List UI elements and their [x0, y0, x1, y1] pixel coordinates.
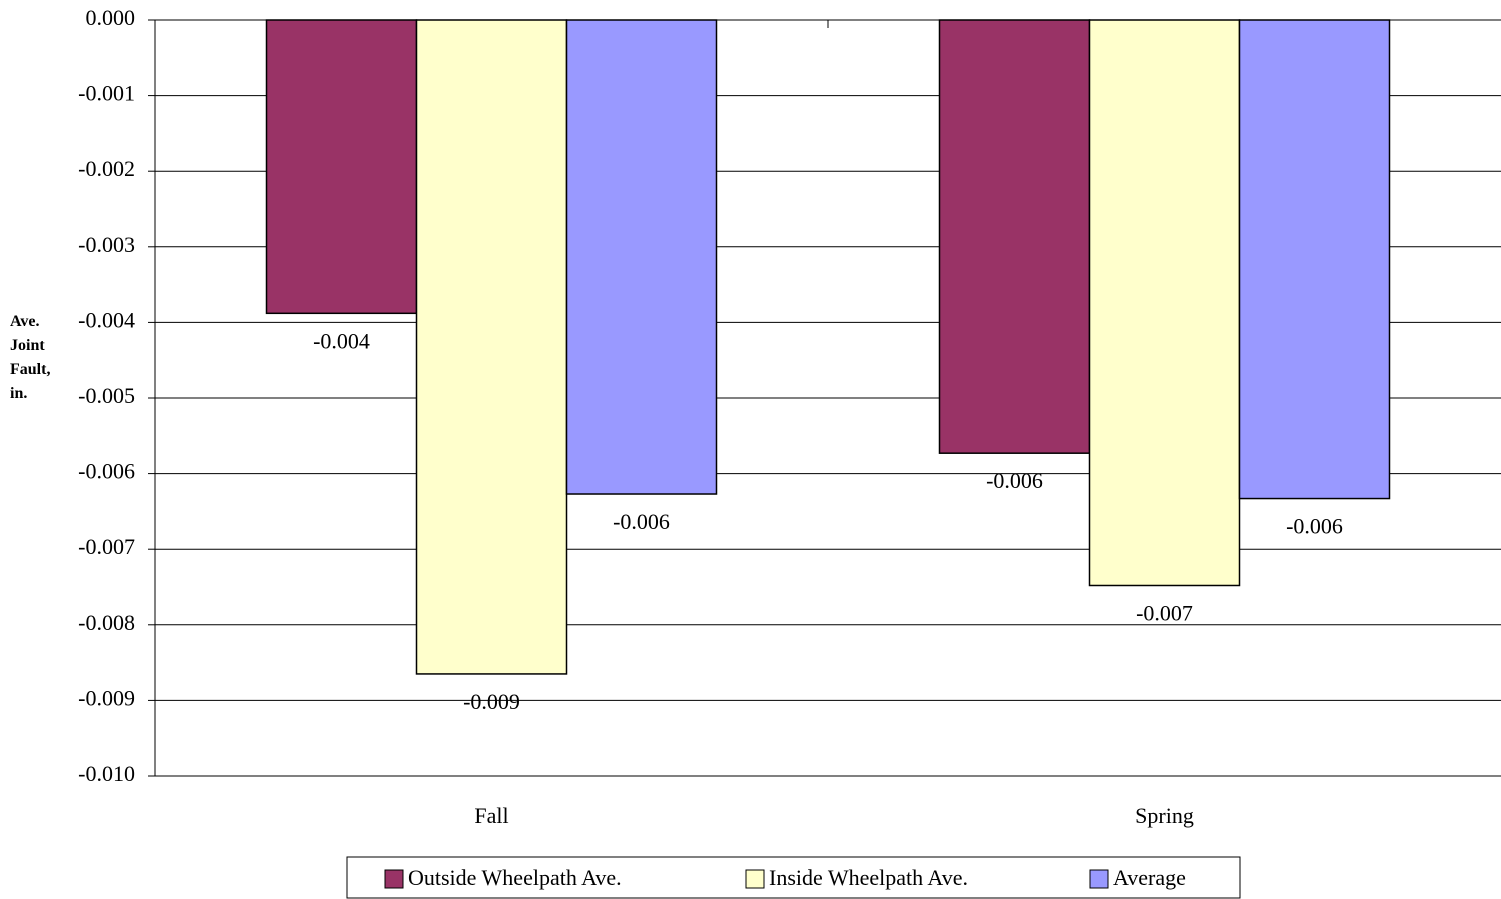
y-axis-label: Ave. Joint Fault, in. [10, 313, 51, 402]
value-label: -0.009 [463, 689, 520, 714]
bar [1088, 19, 1241, 587]
value-label: -0.006 [1286, 514, 1343, 539]
y-tick-label: -0.008 [78, 610, 135, 635]
y-tick-label: -0.007 [78, 534, 135, 559]
y-tick-label: -0.002 [78, 156, 135, 181]
bar [1238, 19, 1391, 500]
y-tick-label: 0.000 [86, 5, 136, 30]
bar [265, 19, 418, 315]
y-tick-label: -0.004 [78, 307, 135, 332]
x-tick-label: Spring [1135, 803, 1194, 828]
y-tick-label: -0.003 [78, 232, 135, 257]
bar [565, 19, 718, 495]
legend-label: Outside Wheelpath Ave. [408, 865, 622, 890]
y-tick-label: -0.010 [78, 761, 135, 786]
value-label: -0.006 [613, 509, 670, 534]
y-tick-label: -0.006 [78, 459, 135, 484]
legend-swatch [745, 869, 765, 889]
bar [415, 19, 568, 675]
legend-label: Inside Wheelpath Ave. [769, 865, 968, 890]
value-label: -0.007 [1136, 601, 1193, 626]
legend-swatch [1089, 869, 1109, 889]
y-tick-label: -0.001 [78, 81, 135, 106]
x-tick-label: Fall [474, 803, 508, 828]
legend-label: Average [1113, 865, 1186, 890]
bar [938, 19, 1091, 454]
legend-swatch [384, 869, 404, 889]
value-label: -0.004 [313, 328, 370, 353]
value-label: -0.006 [986, 468, 1043, 493]
y-tick-label: -0.005 [78, 383, 135, 408]
y-tick-label: -0.009 [78, 685, 135, 710]
